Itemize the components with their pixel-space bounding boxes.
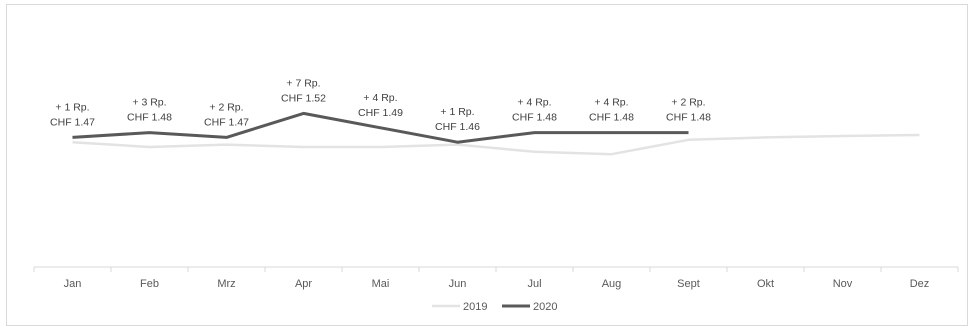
- data-label: + 1 Rp. CHF 1.46: [435, 106, 480, 133]
- data-label: + 1 Rp. CHF 1.47: [50, 101, 95, 128]
- x-tick-label: Aug: [602, 278, 622, 290]
- x-tick-label: Jan: [64, 278, 82, 290]
- x-tick-label: Jul: [527, 278, 541, 290]
- data-label: + 3 Rp. CHF 1.48: [127, 97, 172, 124]
- x-tick-label: Mai: [372, 278, 390, 290]
- x-tick-label: Apr: [295, 278, 312, 290]
- legend-label-2019: 2019: [463, 301, 487, 313]
- x-tick-label: Dez: [910, 278, 930, 290]
- data-label: + 4 Rp. CHF 1.48: [512, 97, 557, 124]
- x-tick-label: Sept: [677, 278, 700, 290]
- legend: 2019 2020: [432, 301, 557, 313]
- data-label: + 2 Rp. CHF 1.48: [666, 97, 711, 124]
- data-label: + 7 Rp. CHF 1.52: [281, 77, 326, 104]
- series-line-2019: [72, 133, 920, 156]
- data-label: + 4 Rp. CHF 1.49: [358, 92, 403, 119]
- x-tick-label: Mrz: [217, 278, 235, 290]
- legend-label-2020: 2020: [533, 301, 557, 313]
- line-chart: Jan Feb Mrz Apr Mai Jun Jul Aug Sept Okt Nov Dez + …: [33, 77, 959, 313]
- x-tick-label: Jun: [449, 278, 467, 290]
- x-tick-label: Okt: [757, 278, 774, 290]
- x-tick-label: Feb: [140, 278, 159, 290]
- x-tick-label: Nov: [833, 278, 853, 290]
- chart-frame: Jan Feb Mrz Apr Mai Jun Jul Aug Sept Okt Nov Dez + …: [6, 4, 968, 326]
- data-label: + 4 Rp. CHF 1.48: [589, 97, 634, 124]
- data-label: + 2 Rp. CHF 1.47: [204, 101, 249, 128]
